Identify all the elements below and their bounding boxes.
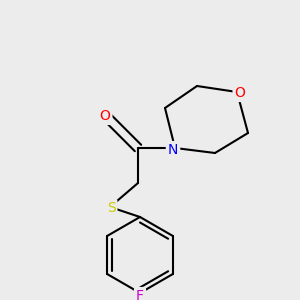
Text: S: S [106,201,116,215]
Text: N: N [168,143,178,157]
Text: F: F [136,289,144,300]
Text: O: O [235,86,245,100]
Text: O: O [100,109,110,123]
